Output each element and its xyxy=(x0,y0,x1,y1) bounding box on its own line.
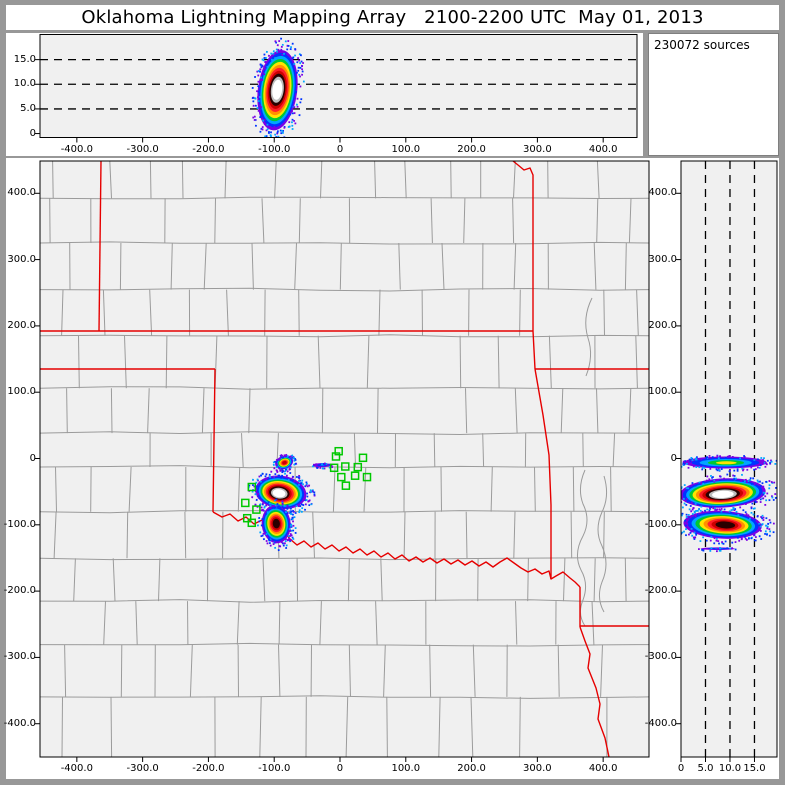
sources-panel: 230072 sources xyxy=(648,33,779,156)
sources-count: 230072 sources xyxy=(654,38,750,52)
page-title: Oklahoma Lightning Mapping Array 2100-22… xyxy=(81,7,704,28)
title-bar: Oklahoma Lightning Mapping Array 2100-22… xyxy=(6,5,779,30)
map-panel[interactable] xyxy=(6,158,651,779)
altitude-ew-panel[interactable] xyxy=(6,33,643,156)
altitude-ns-panel[interactable] xyxy=(651,158,779,779)
